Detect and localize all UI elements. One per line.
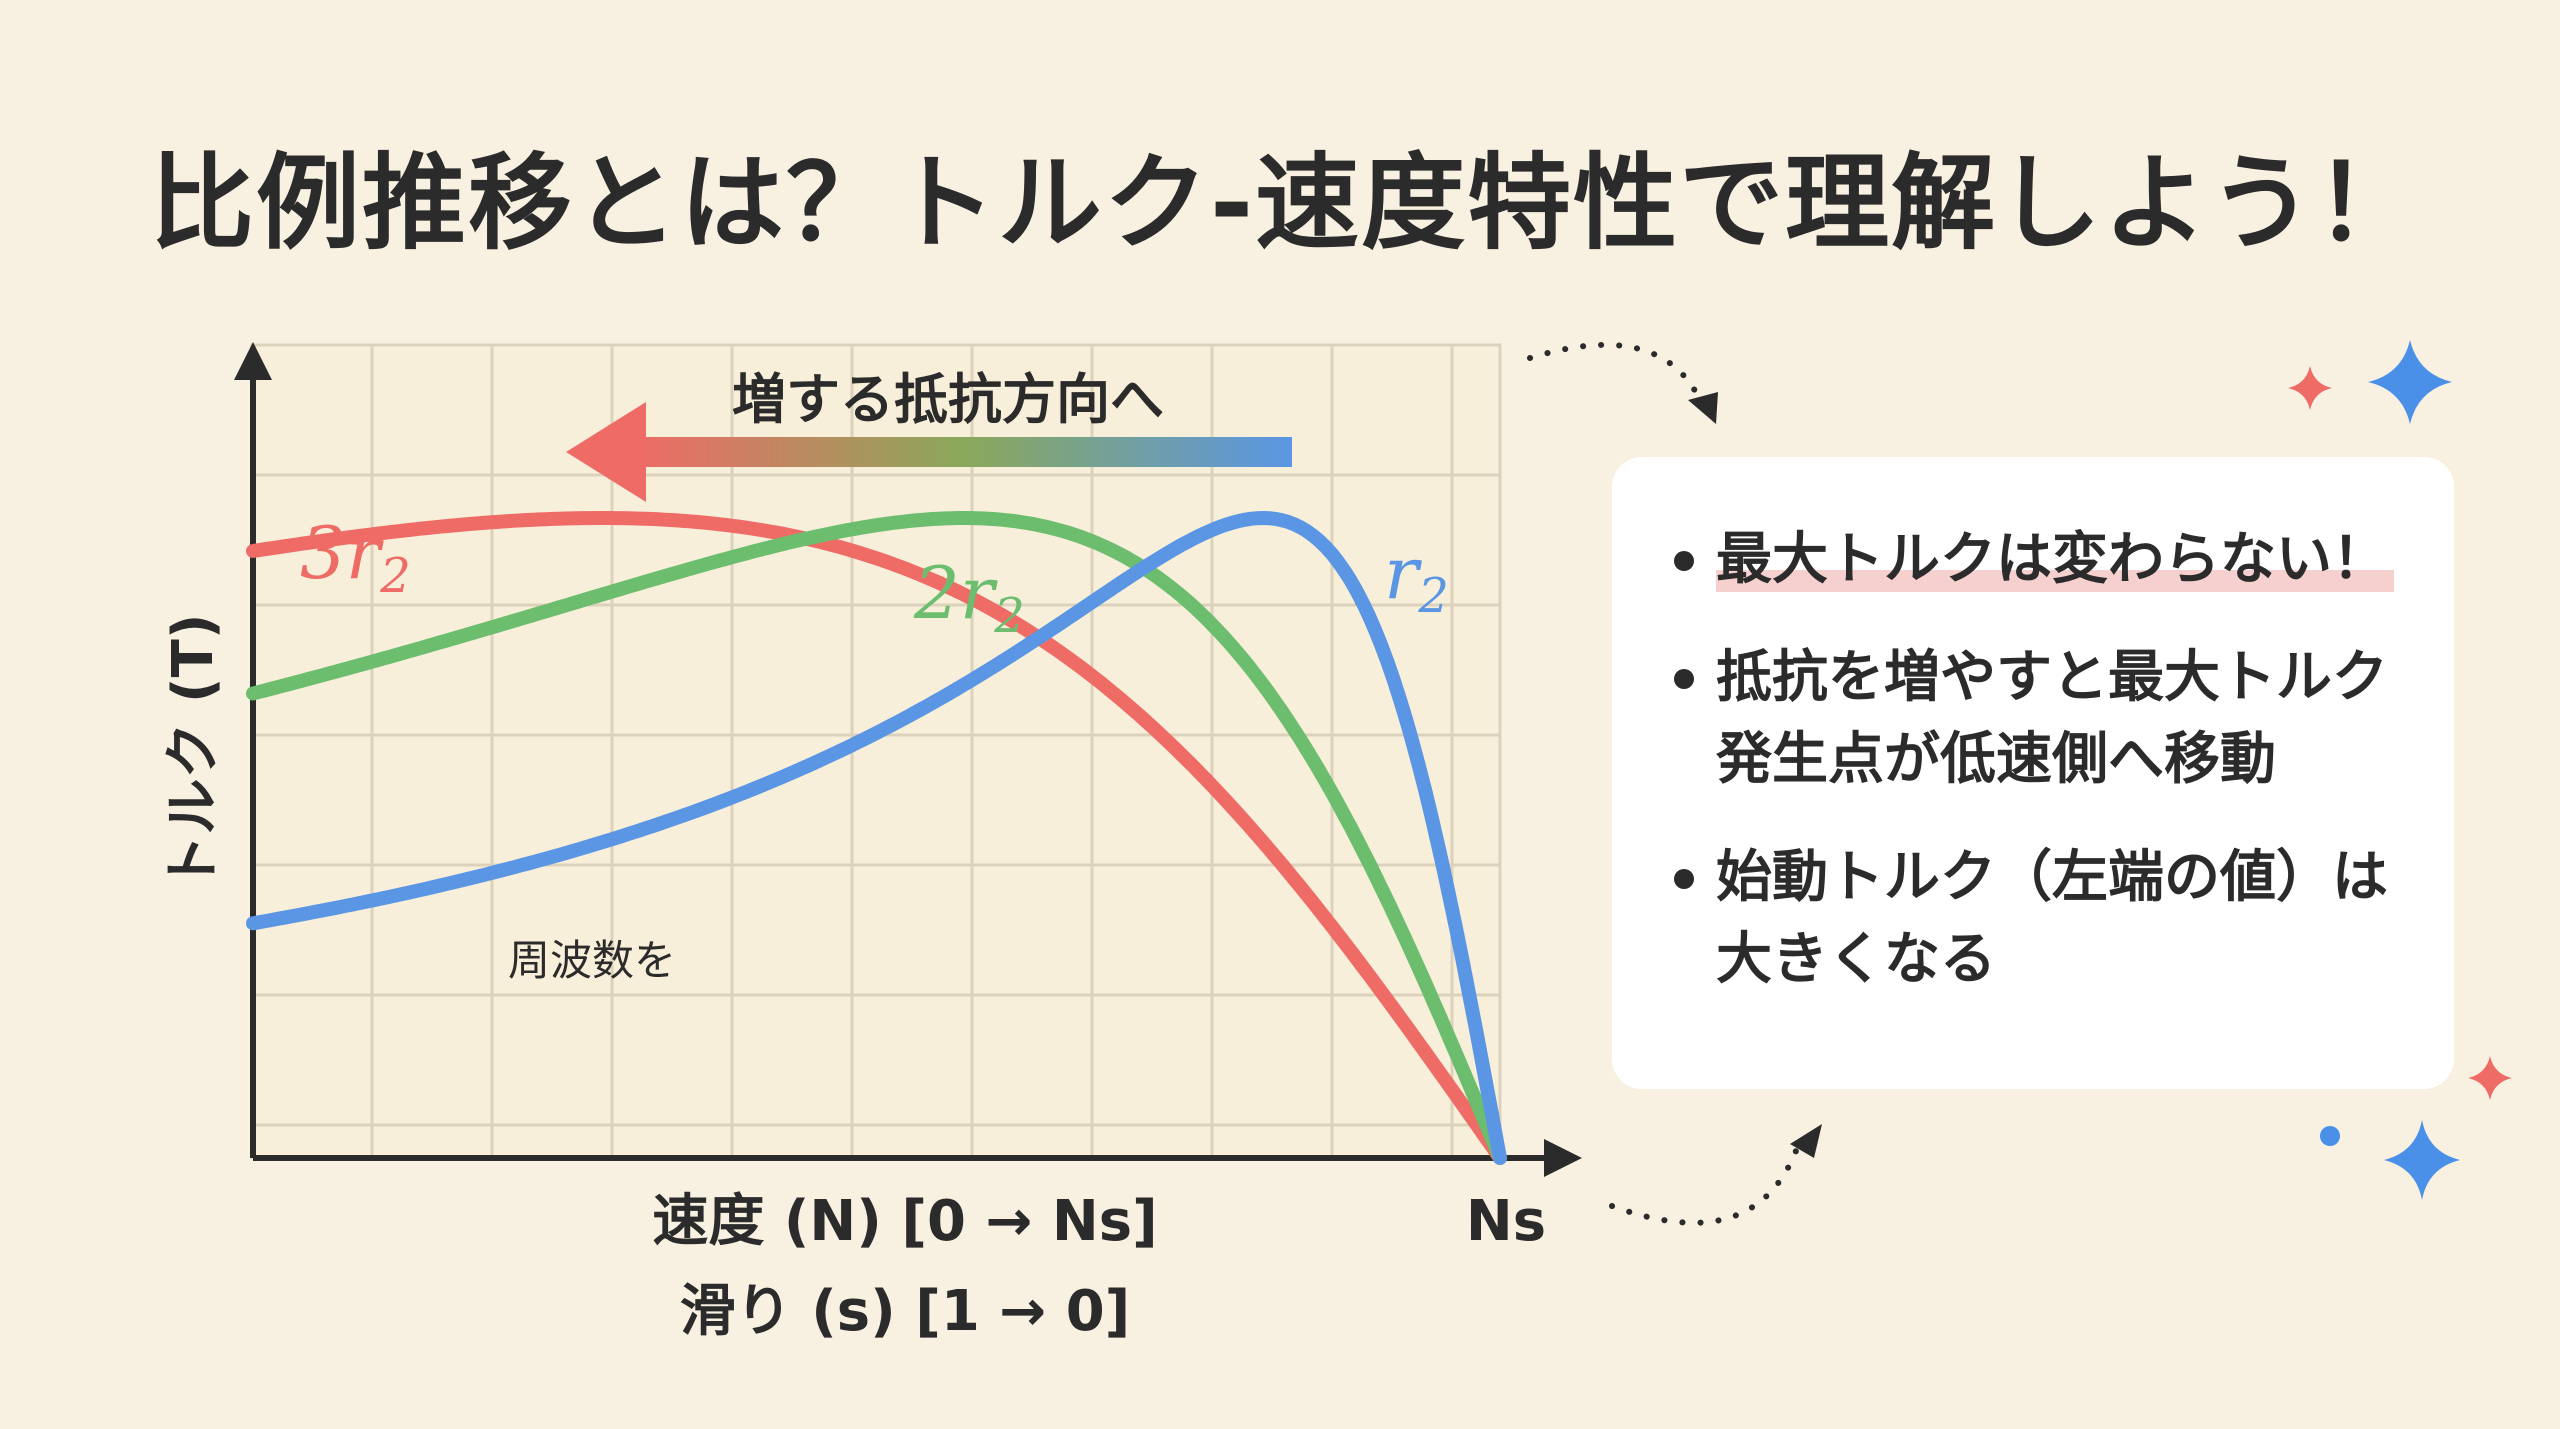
x-axis-end-label: Ns — [1466, 1189, 1546, 1254]
curve-label-r2-sub: 2 — [1417, 568, 1449, 624]
sparkle-red-bottom-icon — [2468, 1056, 2512, 1100]
curve-label-2r2-sub: 2 — [993, 588, 1025, 644]
dot-blue-icon — [2320, 1126, 2340, 1146]
x-axis-arrowhead — [1544, 1139, 1582, 1177]
page-title: 比例推移とは？トルク-速度特性で理解しよう！ — [150, 142, 2422, 264]
resistance-arrow — [566, 402, 1292, 502]
curve-label-2r2: 2r2 — [913, 551, 1025, 644]
curve-label-2r2-main: 2r — [913, 551, 998, 635]
info-card: 最大トルクは変わらない！ 抵抗を増やすと最大トルク発生点が低速側へ移動 始動トル… — [1612, 457, 2454, 1089]
curve-2r2 — [246, 511, 1507, 1165]
point-2: 抵抗を増やすと最大トルク発生点が低速側へ移動 — [1660, 637, 2414, 801]
dotted-connector-bottom — [1609, 1124, 1822, 1226]
sparkle-blue-bottom-icon — [2384, 1120, 2460, 1200]
y-axis-label: トルク (T) — [161, 614, 226, 891]
sparkle-blue-large-icon — [2368, 340, 2452, 424]
plot-grid — [250, 343, 1502, 1159]
curve-r2 — [246, 510, 1507, 1165]
y-axis-arrowhead — [234, 342, 272, 380]
point-1: 最大トルクは変わらない！ — [1660, 519, 2414, 601]
dotted-connector-top — [1527, 341, 1718, 424]
curve-label-3r2-sub: 2 — [379, 548, 411, 604]
point-3: 始動トルク（左端の値）は大きくなる — [1660, 837, 2414, 1001]
curve-label-3r2: 3r2 — [300, 511, 411, 604]
annotation-text: 周波数を — [508, 936, 676, 985]
curve-label-r2-main: r — [1384, 531, 1422, 615]
curve-3r2 — [246, 511, 1507, 1165]
torque-curves — [246, 510, 1507, 1165]
sparkle-red-small-icon — [2288, 366, 2332, 410]
resistance-arrowhead — [566, 402, 646, 502]
axes — [234, 342, 1582, 1177]
curve-label-r2: r2 — [1384, 531, 1449, 624]
x-axis-label-line1: 速度 (N) [0 → Ns] — [652, 1189, 1157, 1254]
point-1-text: 最大トルクは変わらない！ — [1716, 527, 2394, 592]
x-axis-label-line2: 滑り (s) [1 → 0] — [680, 1279, 1131, 1344]
arrow-label: 増する抵抗方向へ — [732, 368, 1164, 431]
curve-label-3r2-main: 3r — [300, 511, 384, 595]
